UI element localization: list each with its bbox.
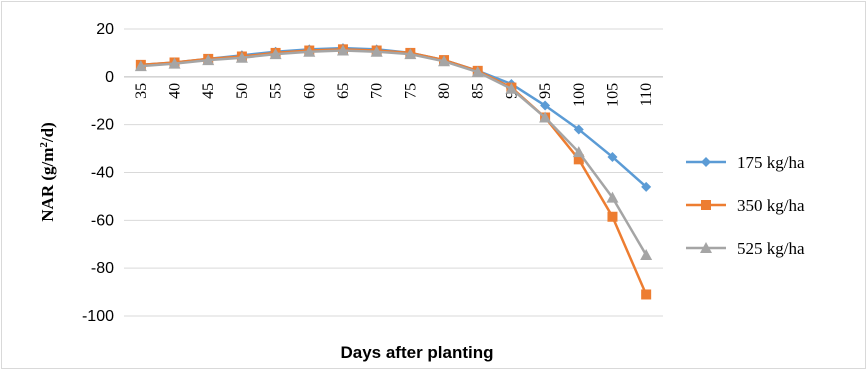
x-tick-label: 45 bbox=[200, 83, 217, 99]
data-point-triangle bbox=[606, 191, 619, 203]
data-point-triangle bbox=[539, 111, 552, 123]
y-tick-label: -80 bbox=[91, 260, 114, 277]
data-point-triangle bbox=[572, 146, 585, 158]
data-point-triangle bbox=[202, 54, 215, 66]
data-point-square bbox=[641, 289, 652, 300]
y-tick-label: 0 bbox=[105, 69, 114, 86]
data-point-triangle bbox=[700, 242, 712, 253]
data-point-diamond bbox=[607, 151, 618, 162]
x-axis-title: Days after planting bbox=[340, 343, 493, 362]
legend: 175 kg/ha 350 kg/ha 525 kg/ha bbox=[686, 153, 805, 258]
data-point-triangle bbox=[640, 249, 653, 261]
x-tick-label: 85 bbox=[470, 83, 487, 99]
data-point-triangle bbox=[404, 48, 417, 60]
data-point-triangle bbox=[269, 48, 282, 60]
y-tick-label: -40 bbox=[91, 165, 114, 182]
series-line bbox=[140, 49, 648, 256]
data-point-square bbox=[573, 154, 584, 165]
y-tick-label: -20 bbox=[91, 117, 114, 134]
x-tick-label: 55 bbox=[268, 83, 285, 99]
x-tick-label: 60 bbox=[301, 83, 318, 99]
data-point-diamond bbox=[641, 181, 652, 192]
data-point-diamond bbox=[573, 124, 584, 135]
data-point-triangle bbox=[336, 44, 349, 56]
data-point-square bbox=[701, 200, 711, 210]
x-tick-label: 110 bbox=[638, 83, 655, 106]
series-350-kg-ha bbox=[135, 44, 652, 300]
x-tick-label: 100 bbox=[571, 83, 588, 107]
grid-layer bbox=[124, 28, 663, 317]
data-point-triangle bbox=[134, 60, 147, 72]
data-point-diamond bbox=[540, 100, 551, 111]
x-tick-label: 75 bbox=[402, 83, 419, 99]
y-tick-label: -100 bbox=[82, 308, 114, 325]
y-axis-title-part1: NAR (g/m bbox=[38, 148, 57, 222]
series-525-kg-ha bbox=[134, 44, 653, 261]
data-point-triangle bbox=[370, 45, 383, 57]
x-tick-label: 65 bbox=[335, 83, 352, 99]
y-tick-labels: 20 0 -20 -40 -60 -80 -100 bbox=[82, 21, 114, 325]
data-point-triangle bbox=[168, 57, 181, 69]
data-point-square bbox=[607, 211, 618, 222]
data-point-triangle bbox=[438, 55, 451, 67]
y-tick-label: -60 bbox=[91, 212, 114, 229]
x-tick-label: 70 bbox=[369, 83, 386, 99]
data-point-diamond bbox=[701, 157, 711, 167]
data-point-triangle bbox=[505, 82, 518, 94]
x-tick-label: 40 bbox=[167, 83, 184, 99]
y-tick-label: 20 bbox=[96, 21, 114, 38]
series-layer bbox=[134, 43, 653, 300]
series-175-kg-ha bbox=[135, 43, 652, 192]
data-point-triangle bbox=[235, 51, 248, 63]
y-axis-title-superscript: 2 bbox=[38, 142, 50, 148]
x-tick-label: 95 bbox=[537, 83, 554, 99]
legend-label: 350 kg/ha bbox=[737, 196, 805, 215]
data-point-triangle bbox=[471, 66, 484, 78]
y-axis-title-part2: /d) bbox=[38, 122, 57, 143]
x-tick-label: 50 bbox=[234, 83, 251, 99]
y-axis-title: NAR (g/m2/d) bbox=[38, 122, 57, 221]
x-tick-label: 35 bbox=[133, 83, 150, 99]
data-point-triangle bbox=[303, 45, 316, 57]
legend-label: 175 kg/ha bbox=[737, 153, 805, 172]
series-line bbox=[140, 46, 647, 188]
x-tick-label: 105 bbox=[604, 83, 621, 107]
legend-label: 525 kg/ha bbox=[737, 239, 805, 258]
x-tick-labels: 35404550556065707580859095100105110 bbox=[133, 83, 655, 107]
x-tick-label: 80 bbox=[436, 83, 453, 99]
